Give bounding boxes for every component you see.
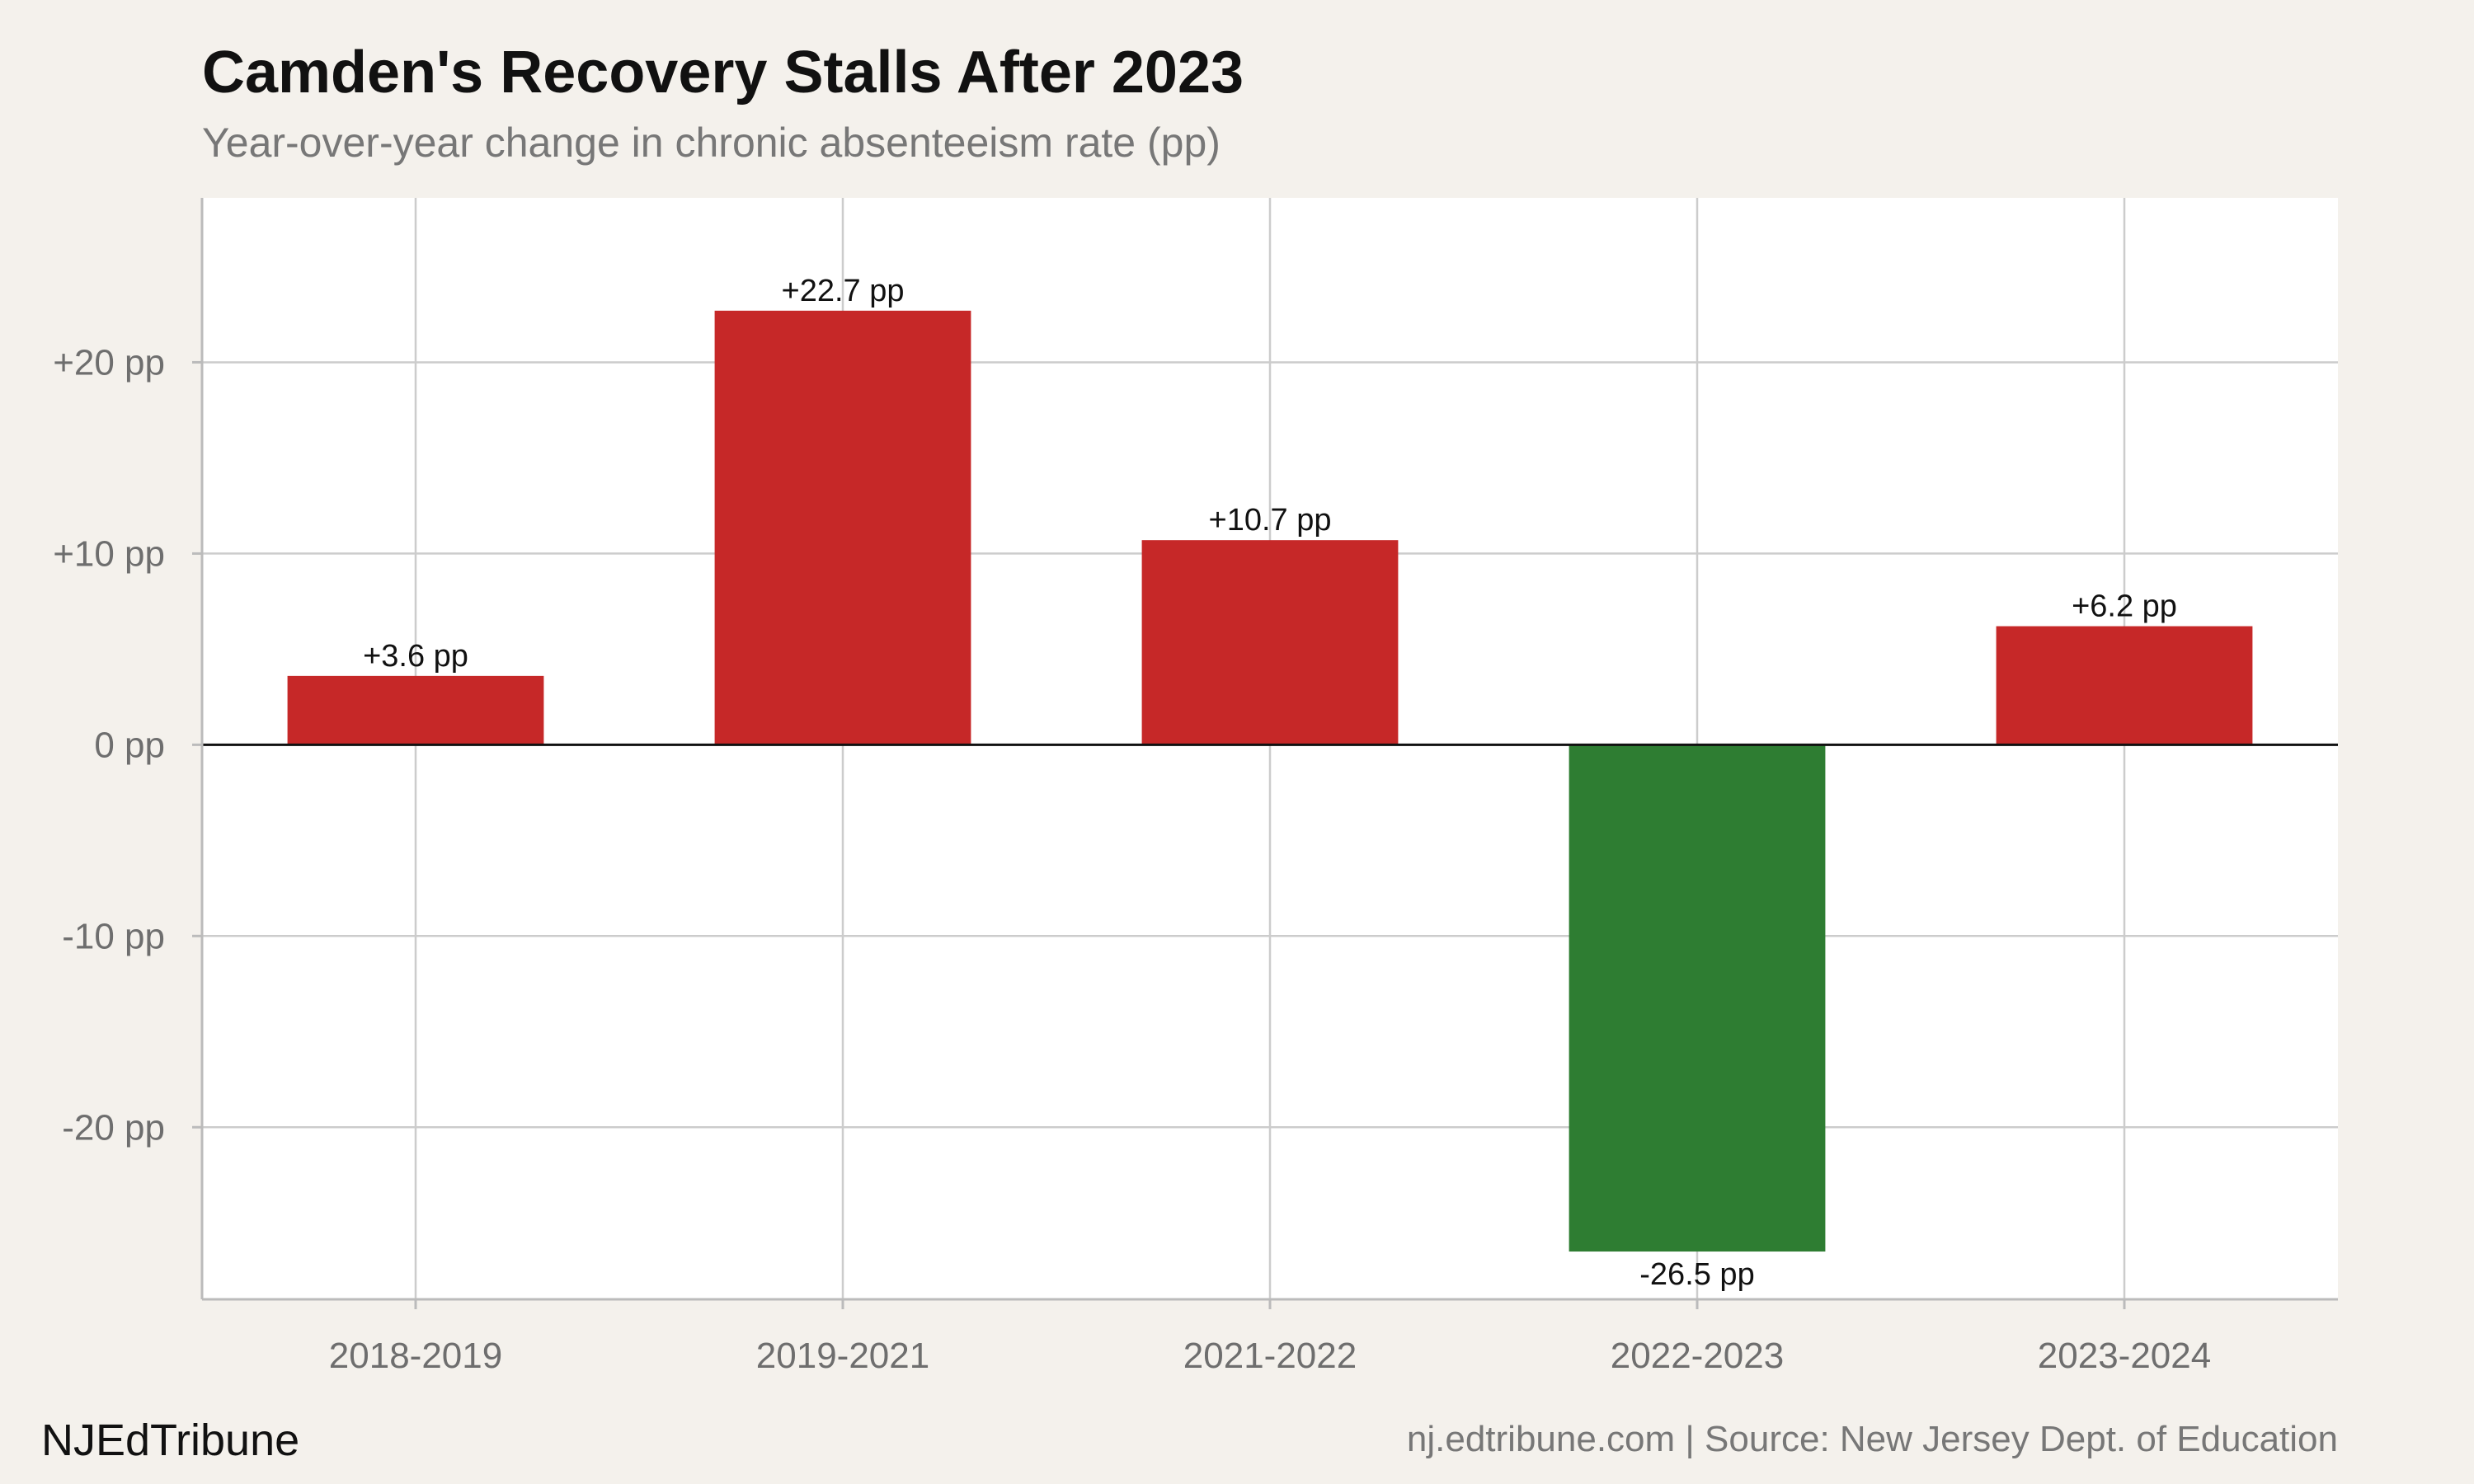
brand-name: NJEdTribune (41, 1416, 299, 1465)
y-tick-label: 0 pp (94, 725, 165, 765)
bar-2022-2023 (1569, 744, 1826, 1252)
y-tick-label: +20 pp (53, 342, 165, 383)
data-label: +10.7 pp (1209, 503, 1332, 538)
x-tick-label: 2022-2023 (1611, 1336, 1784, 1376)
x-tick-label: 2019-2021 (756, 1336, 929, 1376)
data-label: +6.2 pp (2072, 589, 2177, 624)
data-label: -26.5 pp (1639, 1257, 1754, 1292)
bar-2018-2019 (287, 675, 544, 745)
x-axis-ticks: 2018-2019 2019-2021 2021-2022 2022-2023 2023… (329, 1299, 2211, 1376)
y-tick-label: +10 pp (53, 533, 165, 574)
bar-2023-2024 (1996, 626, 2253, 745)
data-label: +22.7 pp (782, 274, 905, 308)
chart-subtitle: Year-over-year change in chronic absente… (202, 120, 1221, 166)
x-tick-label: 2018-2019 (329, 1336, 502, 1376)
x-tick-label: 2021-2022 (1183, 1336, 1357, 1376)
y-axis-ticks: +20 pp +10 pp 0 pp -10 pp -20 pp (53, 342, 202, 1148)
bars (287, 310, 2253, 1252)
source-note: nj.edtribune.com | Source: New Jersey De… (1407, 1419, 2338, 1459)
bar-2021-2022 (1141, 540, 1399, 745)
data-label: +3.6 pp (363, 639, 468, 674)
bar-2019-2021 (714, 310, 971, 745)
chart-title: Camden's Recovery Stalls After 2023 (202, 40, 1244, 106)
data-labels: +3.6 pp +22.7 pp +10.7 pp -26.5 pp +6.2 pp (363, 274, 2177, 1292)
x-tick-label: 2023-2024 (2038, 1336, 2211, 1376)
y-tick-label: -20 pp (62, 1107, 165, 1148)
y-tick-label: -10 pp (62, 916, 165, 956)
